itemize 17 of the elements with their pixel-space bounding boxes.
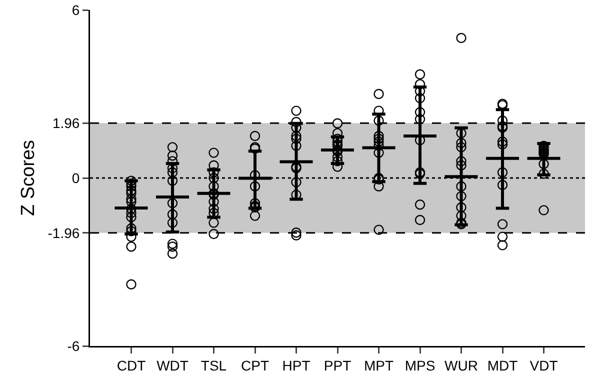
x-tick-label: PPT [324,357,352,374]
y-tick-label: -1.96 [48,224,80,241]
x-tick-label: CDT [116,357,146,374]
y-tick-label: -6 [67,338,80,354]
x-tick-label: HPT [282,357,311,374]
x-tick-label: WDT [156,357,189,374]
x-tick-label: WUR [444,357,478,374]
y-axis-title: Z Scores [18,140,39,216]
x-tick-label: MPS [404,357,436,374]
y-tick-label: 6 [72,2,80,18]
x-tick-label: MPT [364,357,394,374]
x-tick-label: VDT [530,357,558,374]
x-tick-label: TSL [200,357,227,374]
y-tick-label: 0 [72,170,80,186]
y-tick-label: 1.96 [52,115,80,132]
x-tick-label: MDT [487,357,518,374]
x-tick-label: CPT [241,357,270,374]
